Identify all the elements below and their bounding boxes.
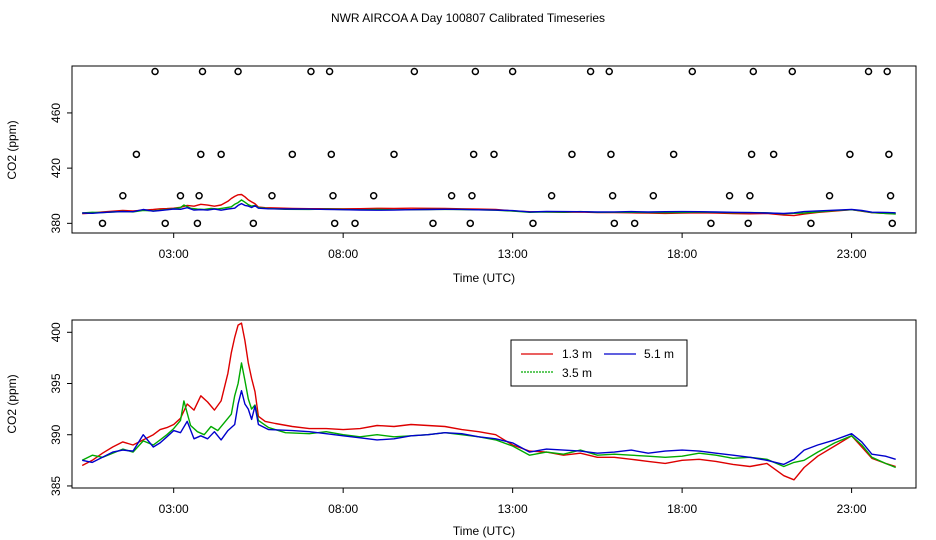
data-point-circle-28 <box>469 150 478 159</box>
data-point-circle-41 <box>649 191 658 200</box>
data-point-circle-9 <box>198 67 207 76</box>
data-point-circle-16 <box>325 67 334 76</box>
x-tick-label-top-3: 18:00 <box>667 247 697 261</box>
data-point-circle-45 <box>725 191 734 200</box>
panel-top: 03:00 08:00 13:00 18:00 23:00 380 420 460 Time … <box>5 65 917 285</box>
data-point-circle-6 <box>193 219 202 228</box>
y-tick-label-top-1: 420 <box>49 158 63 178</box>
data-point-circle-1 <box>119 191 127 200</box>
x-tick-label-bottom-2: 13:00 <box>498 502 528 516</box>
data-point-circle-12 <box>249 219 258 228</box>
data-point-circle-22 <box>390 150 398 159</box>
data-point-circle-4 <box>161 219 169 228</box>
data-point-circle-26 <box>466 219 475 228</box>
x-tick-label-top-2: 13:00 <box>498 247 528 261</box>
data-point-circle-25 <box>447 191 456 200</box>
data-point-circle-5 <box>176 191 185 200</box>
data-point-circle-42 <box>669 150 678 159</box>
data-point-circle-57 <box>885 150 893 159</box>
x-tick-label-top-4: 23:00 <box>837 247 867 261</box>
series-line-top-3-5-m <box>82 199 896 215</box>
series-line-top-5-1-m <box>82 202 896 215</box>
chart-title: NWR AIRCOA A Day 100807 Calibrated Times… <box>331 11 605 25</box>
y-tick-label-bottom-1: 390 <box>49 424 63 444</box>
data-point-circle-36 <box>605 67 613 76</box>
data-point-circle-24 <box>429 219 437 228</box>
legend: 1.3 m 5.1 m 3.5 m <box>510 339 688 387</box>
data-point-circle-11 <box>234 67 242 76</box>
data-point-circle-10 <box>217 150 225 159</box>
data-point-circle-35 <box>586 67 595 76</box>
data-point-circle-0 <box>98 219 107 228</box>
y-tick-label-top-0: 380 <box>49 213 63 233</box>
series-line-bottom-1-3-m <box>81 322 896 481</box>
legend-label-5-1m: 5.1 m <box>644 347 674 361</box>
data-point-circle-33 <box>547 191 556 200</box>
data-point-circle-7 <box>195 191 203 200</box>
data-point-circle-18 <box>329 191 337 200</box>
data-point-circle-32 <box>529 219 537 228</box>
series-line-bottom-3-5-m <box>81 362 896 469</box>
data-point-circle-43 <box>688 67 697 76</box>
series-line-bottom-5-1-m <box>82 390 896 466</box>
data-point-circle-13 <box>268 191 276 200</box>
data-point-circle-14 <box>288 150 297 159</box>
plot-area-top <box>71 65 917 234</box>
data-point-circle-34 <box>568 150 576 159</box>
x-tick-label-bottom-0: 03:00 <box>159 502 189 516</box>
data-point-circle-48 <box>747 150 756 159</box>
data-point-circle-46 <box>744 219 752 228</box>
y-tick-label-bottom-2: 395 <box>49 373 63 393</box>
data-point-circle-49 <box>749 67 758 76</box>
data-point-circle-20 <box>351 219 359 228</box>
data-point-circle-15 <box>307 67 315 76</box>
data-point-circle-50 <box>769 150 778 159</box>
y-tick-label-top-2: 460 <box>49 103 63 123</box>
x-tick-label-bottom-1: 08:00 <box>328 502 358 516</box>
data-point-circle-58 <box>886 191 895 200</box>
x-tick-label-top-0: 03:00 <box>159 247 189 261</box>
data-point-circle-23 <box>410 67 419 76</box>
data-point-circle-38 <box>608 191 617 200</box>
panel-bottom: 03:00 08:00 13:00 18:00 23:00 385 390 395 400 Ti… <box>5 319 917 538</box>
data-point-circle-8 <box>197 150 205 159</box>
data-point-circle-51 <box>788 67 797 76</box>
series-line-top-1-3-m <box>82 193 896 217</box>
plot-area-bottom <box>71 319 917 489</box>
data-point-circle-3 <box>151 67 159 76</box>
x-axis-label-top: Time (UTC) <box>453 271 515 285</box>
y-tick-label-bottom-0: 385 <box>49 476 63 496</box>
data-point-circle-2 <box>132 150 141 159</box>
x-axis-label-bottom: Time (UTC) <box>453 524 515 538</box>
data-point-circle-47 <box>746 191 754 200</box>
legend-label-3-5m: 3.5 m <box>562 366 592 380</box>
data-point-circle-21 <box>369 191 378 200</box>
legend-label-1-3m: 1.3 m <box>562 347 592 361</box>
x-tick-label-bottom-4: 23:00 <box>837 502 867 516</box>
x-tick-label-bottom-3: 18:00 <box>667 502 697 516</box>
data-point-circle-37 <box>607 150 615 159</box>
data-point-circle-56 <box>883 67 891 76</box>
data-point-circle-27 <box>468 191 476 200</box>
data-point-circle-55 <box>864 67 873 76</box>
data-point-circle-19 <box>330 219 339 228</box>
data-point-circle-44 <box>707 219 715 228</box>
data-point-circle-54 <box>846 150 854 159</box>
data-point-circle-30 <box>490 150 498 159</box>
data-point-circle-59 <box>888 219 897 228</box>
data-point-circle-39 <box>610 219 619 228</box>
y-tick-label-bottom-3: 400 <box>49 322 63 342</box>
data-point-circle-53 <box>825 191 834 200</box>
data-point-circle-31 <box>508 67 517 76</box>
data-point-circle-40 <box>630 219 639 228</box>
x-tick-label-top-1: 08:00 <box>328 247 358 261</box>
legend-box <box>510 339 688 387</box>
data-point-circle-29 <box>471 67 480 76</box>
y-axis-label-top: CO2 (ppm) <box>5 120 19 179</box>
data-point-circle-52 <box>807 219 815 228</box>
y-axis-label-bottom: CO2 (ppm) <box>5 374 19 433</box>
data-point-circle-17 <box>327 150 336 159</box>
